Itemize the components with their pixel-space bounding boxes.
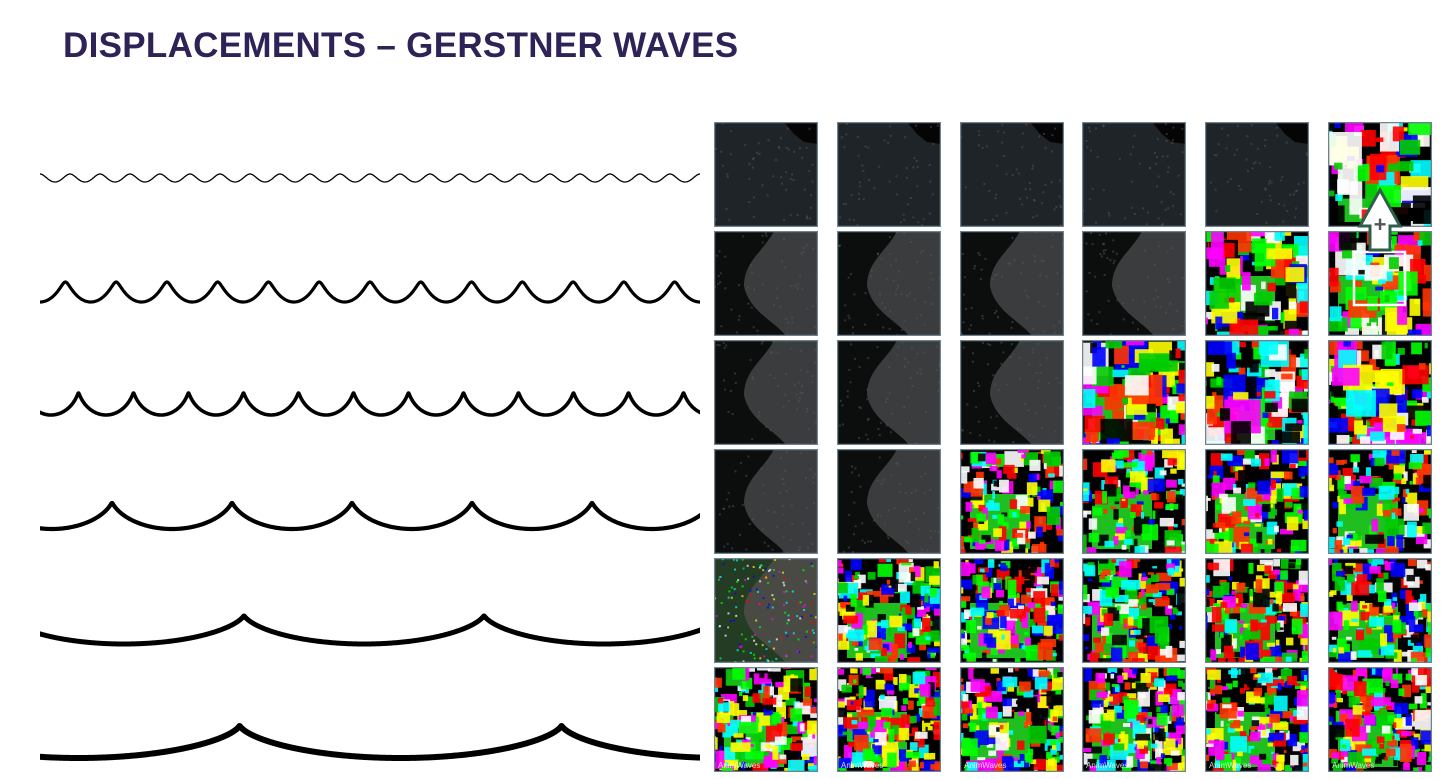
plus-label: + xyxy=(1373,212,1387,237)
tile-r2-c5 xyxy=(1205,231,1309,336)
tile-r4-c2 xyxy=(837,449,941,554)
tile-r5-c1 xyxy=(714,558,818,663)
tile-r6-c5: AnimWaves xyxy=(1205,667,1309,772)
tile-r5-c6 xyxy=(1328,558,1432,663)
tile-r3-c2 xyxy=(837,340,941,445)
slide-title: DISPLACEMENTS – GERSTNER WAVES xyxy=(63,26,739,65)
wave-profile-5 xyxy=(40,613,700,647)
tile-watermark: AnimWaves xyxy=(1086,761,1128,770)
tile-r4-c5 xyxy=(1205,449,1309,554)
wave-profile-2 xyxy=(40,280,700,304)
tile-r1-c1 xyxy=(714,122,818,227)
tile-r3-c6 xyxy=(1328,340,1432,445)
wave-profile-3 xyxy=(40,391,700,417)
tile-watermark: AnimWaves xyxy=(964,761,1006,770)
tile-r6-c2: AnimWaves xyxy=(837,667,941,772)
tile-r2-c1 xyxy=(714,231,818,336)
tile-r2-c2 xyxy=(837,231,941,336)
tile-r1-c4 xyxy=(1082,122,1186,227)
tile-r4-c1 xyxy=(714,449,818,554)
tile-r5-c3 xyxy=(960,558,1064,663)
tile-r3-c4 xyxy=(1082,340,1186,445)
tile-watermark: AnimWaves xyxy=(1332,761,1374,770)
gerstner-wave-profiles xyxy=(40,173,700,761)
tile-r5-c2 xyxy=(837,558,941,663)
tile-r2-c4 xyxy=(1082,231,1186,336)
tile-r1-c2 xyxy=(837,122,941,227)
tile-r6-c3: AnimWaves xyxy=(960,667,1064,772)
tile-r1-c5 xyxy=(1205,122,1309,227)
tile-r4-c6 xyxy=(1328,449,1432,554)
tile-watermark: AnimWaves xyxy=(1209,761,1251,770)
tile-r2-c6 xyxy=(1328,231,1432,336)
tile-r5-c4 xyxy=(1082,558,1186,663)
tile-r5-c5 xyxy=(1205,558,1309,663)
tile-r6-c1: AnimWaves xyxy=(714,667,818,772)
tile-watermark: AnimWaves xyxy=(841,761,883,770)
tile-r3-c3 xyxy=(960,340,1064,445)
tile-r3-c1 xyxy=(714,340,818,445)
tile-r2-c3 xyxy=(960,231,1064,336)
wave-profile-4 xyxy=(40,500,700,532)
tile-watermark: AnimWaves xyxy=(718,761,760,770)
tile-r3-c5 xyxy=(1205,340,1309,445)
tile-r4-c4 xyxy=(1082,449,1186,554)
tile-r4-c3 xyxy=(960,449,1064,554)
tile-r6-c4: AnimWaves xyxy=(1082,667,1186,772)
tile-r1-c3 xyxy=(960,122,1064,227)
tile-r6-c6: AnimWaves xyxy=(1328,667,1432,772)
wave-profile-1 xyxy=(40,173,700,183)
wave-profile-6 xyxy=(40,723,700,761)
